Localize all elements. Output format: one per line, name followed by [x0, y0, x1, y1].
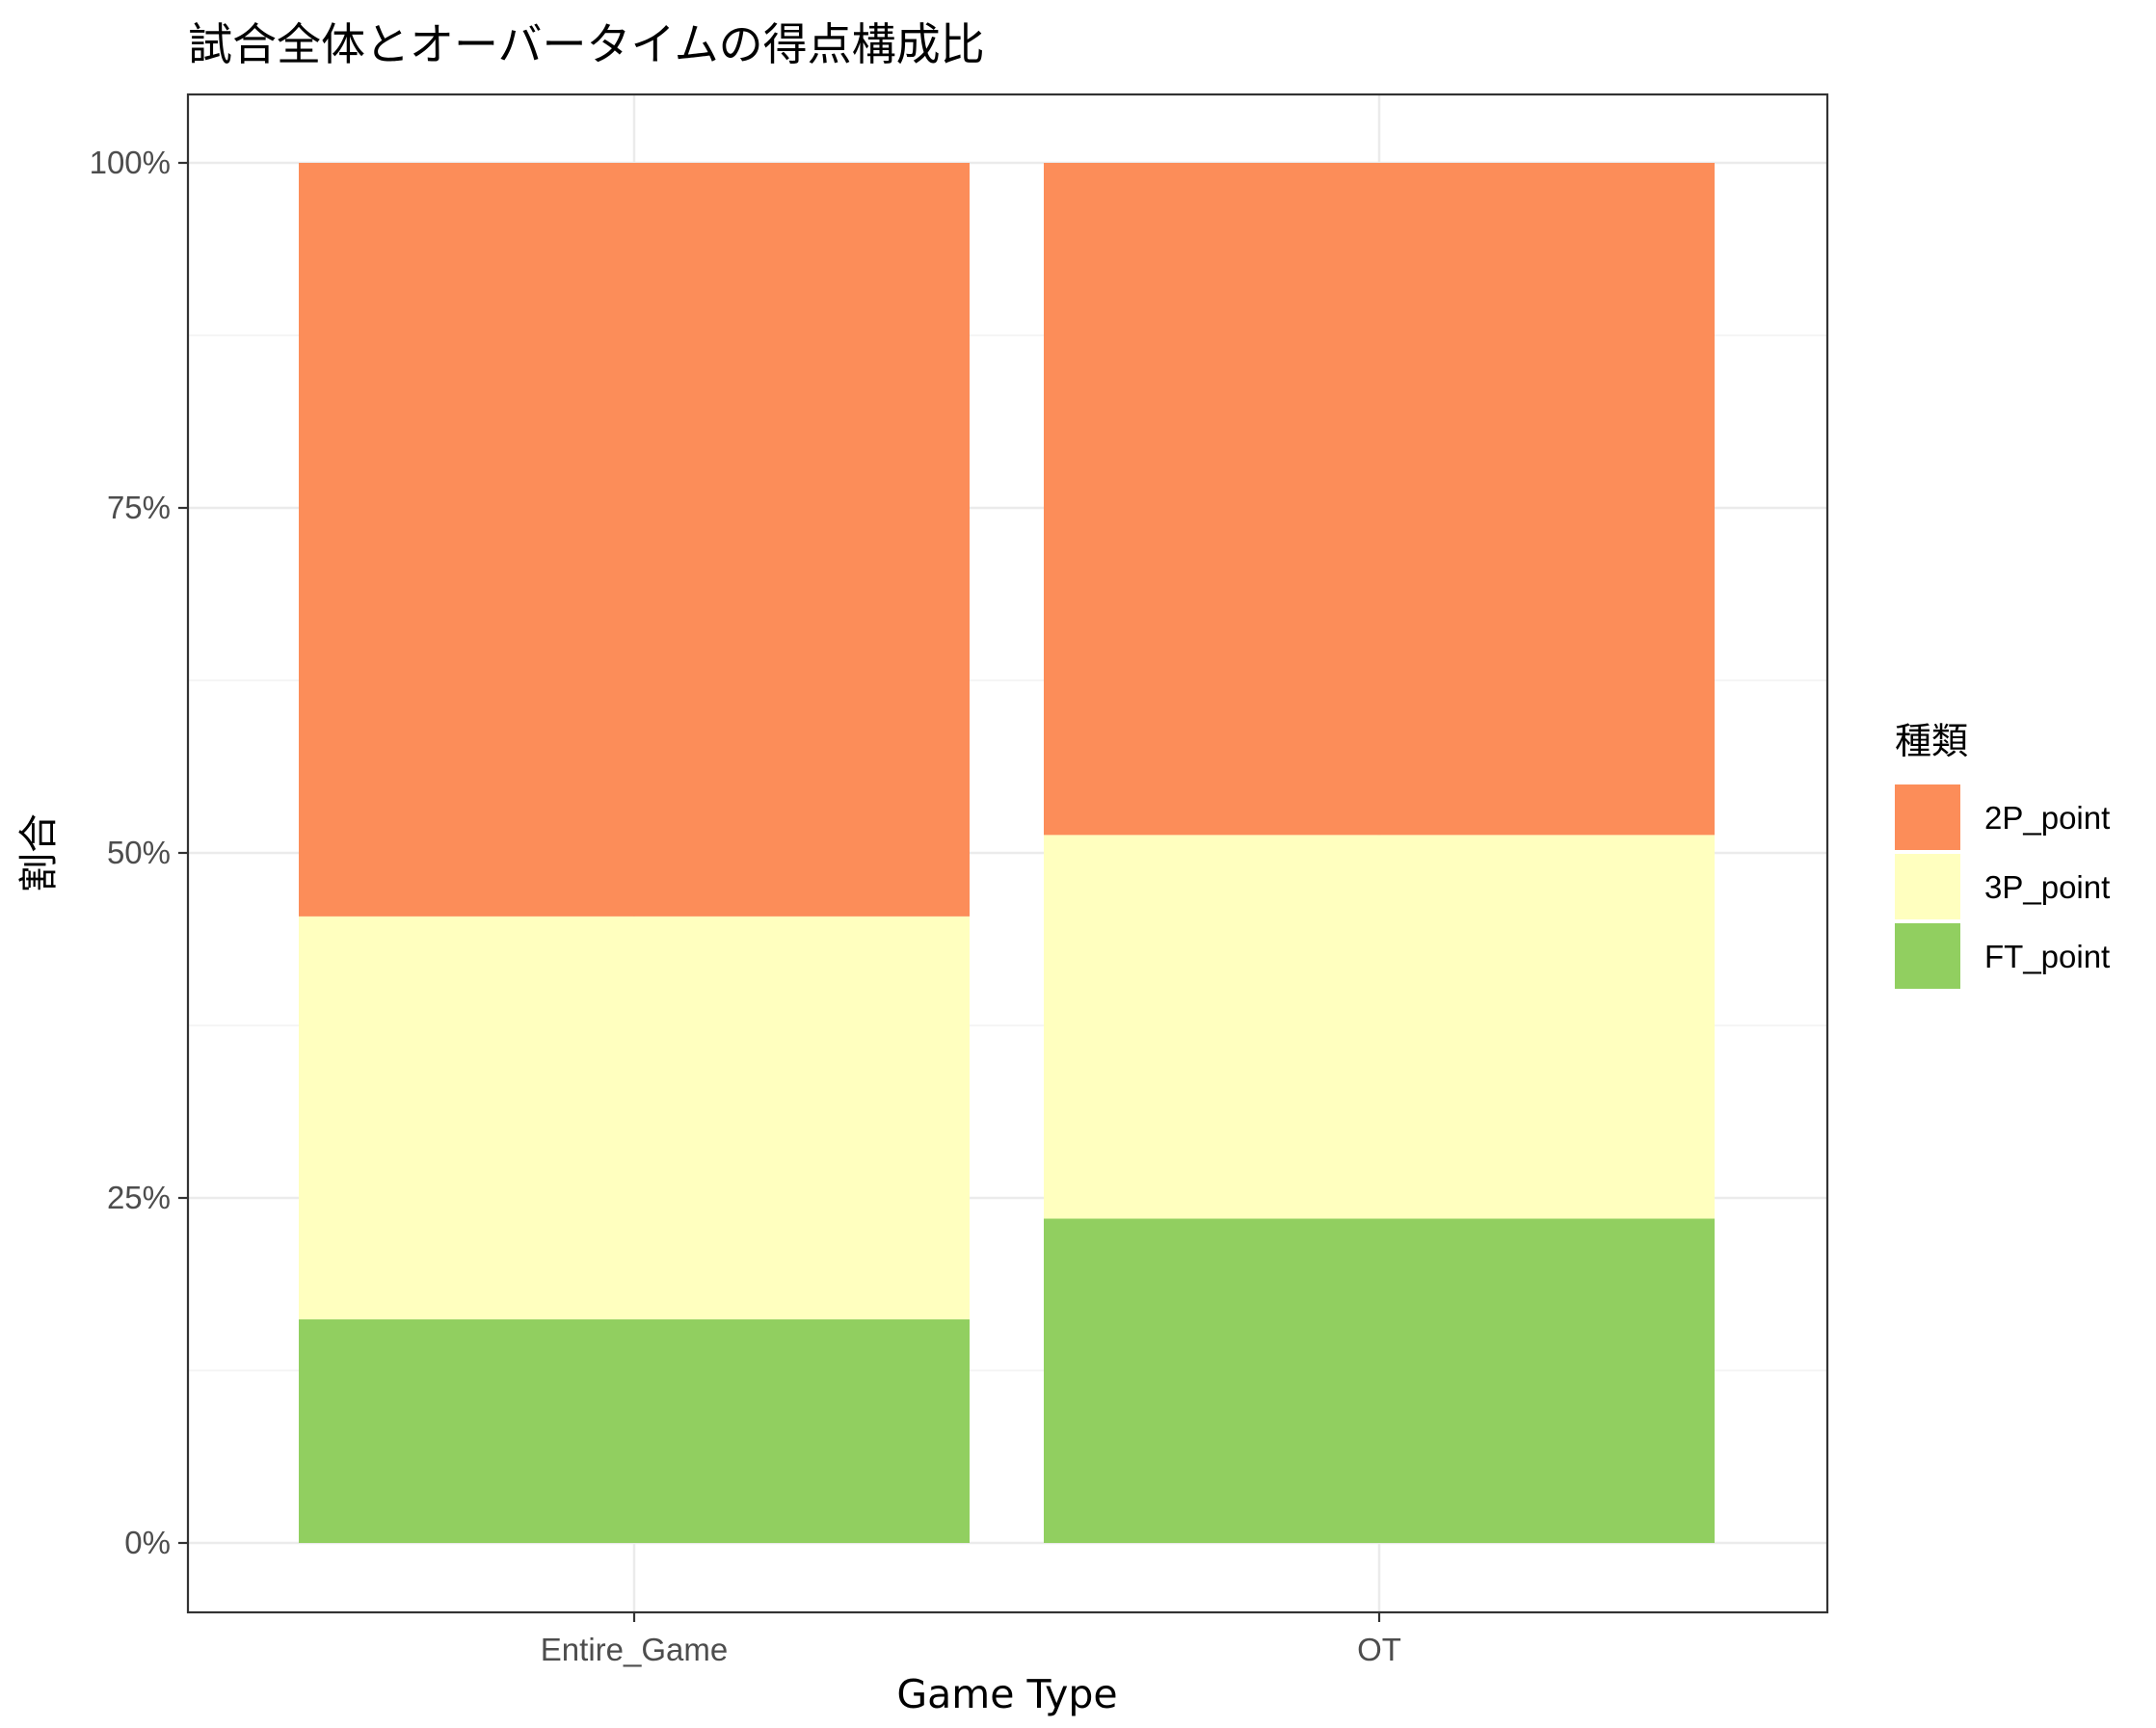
y-axis-title: 割合 [15, 813, 62, 892]
bar-Entire_Game-FT_point [299, 1319, 970, 1543]
legend-label-2P_point: 2P_point [1984, 800, 2110, 836]
axes-layer: 0% 25% 50% 75% 100% Entire_Game OT [90, 93, 1829, 1667]
legend-key-3P_point [1895, 854, 1960, 919]
bar-Entire_Game-3P_point [299, 916, 970, 1320]
legend-label-3P_point: 3P_point [1984, 869, 2110, 905]
y-tick-label: 100% [90, 145, 171, 180]
legend-label-FT_point: FT_point [1984, 939, 2110, 974]
bar-OT-2P_point [1044, 163, 1715, 836]
y-tick-label: 75% [107, 490, 171, 525]
bars-layer [299, 163, 1715, 1543]
legend-key-2P_point [1895, 784, 1960, 850]
y-tick-label: 25% [107, 1180, 171, 1215]
chart-title: 試合全体とオーバータイムの得点構成比 [188, 18, 985, 70]
y-tick-label: 0% [124, 1525, 171, 1560]
bar-OT-FT_point [1044, 1218, 1715, 1543]
y-tick-label: 50% [107, 835, 171, 870]
bar-Entire_Game-2P_point [299, 163, 970, 917]
legend-title: 種類 [1895, 720, 1968, 762]
legend-key-FT_point [1895, 923, 1960, 989]
legend: 種類 2P_point 3P_point FT_point [1895, 720, 2110, 989]
x-tick-label: Entire_Game [541, 1632, 728, 1667]
x-axis-title: Game Type [896, 1671, 1117, 1717]
x-tick-label: OT [1357, 1632, 1401, 1667]
bar-OT-3P_point [1044, 835, 1715, 1219]
